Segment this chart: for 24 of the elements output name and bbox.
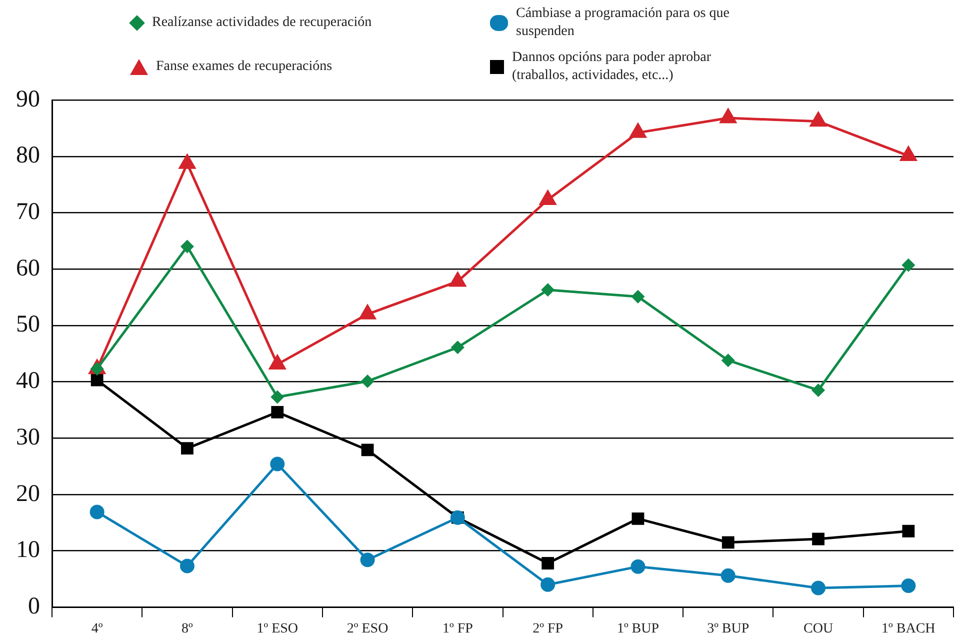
y-tick-label: 10 — [16, 537, 40, 564]
y-tick-label: 80 — [16, 142, 40, 169]
y-tick-label: 90 — [16, 86, 40, 112]
y-tick-label: 70 — [16, 199, 40, 226]
y-tick-label: 30 — [16, 424, 40, 450]
x-tick-label: COU — [803, 621, 834, 636]
y-tick-label: 20 — [16, 480, 40, 507]
legend-label: Realízanse actividades de recuperación — [152, 14, 372, 32]
x-tick-label: 3º BUP — [707, 621, 750, 636]
x-tick-label: 2º ESO — [346, 621, 388, 636]
x-tick-label: 1º FP — [442, 621, 474, 636]
x-tick-label: 2º FP — [532, 621, 564, 636]
x-tick-label: 8º — [182, 621, 194, 636]
y-tick-label: 50 — [16, 312, 40, 338]
legend-label: Dannos opcións para poder aprobar (traballos, actividades, etc...) — [512, 48, 712, 85]
legend-label: Cámbiase a programación para os que suspenden — [516, 4, 730, 41]
y-tick-label: 40 — [16, 368, 40, 394]
y-tick-label: 0 — [28, 593, 40, 620]
x-tick-label: 1º BUP — [616, 621, 660, 636]
x-tick-label: 4º — [91, 621, 104, 636]
x-tick-label: 1º ESO — [256, 621, 298, 636]
x-tick-label: 1º BACH — [882, 621, 936, 636]
legend-label: Fanse exames de recuperacións — [156, 58, 332, 76]
y-tick-label: 60 — [16, 255, 40, 282]
